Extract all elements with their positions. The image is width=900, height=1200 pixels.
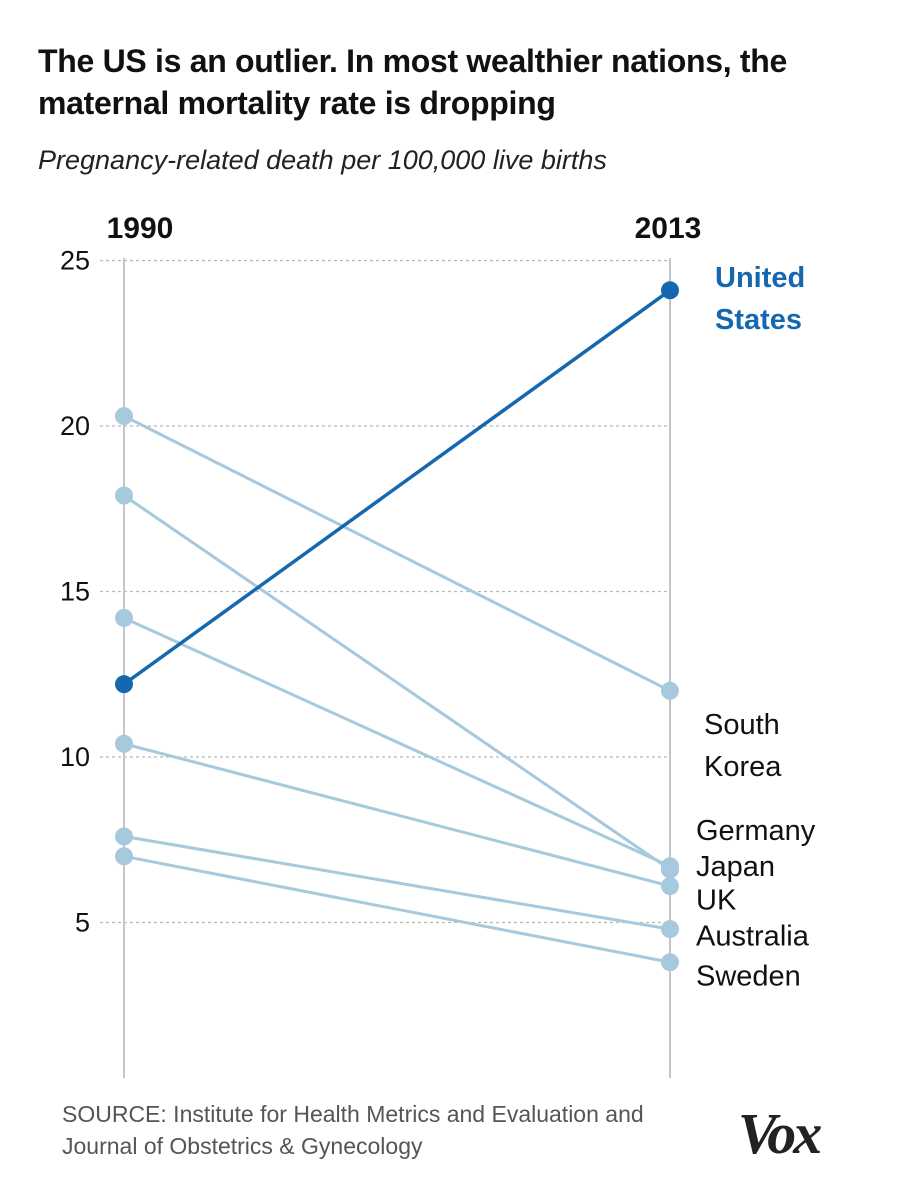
x-label-1990: 1990 xyxy=(107,212,174,245)
y-tick-label-20: 20 xyxy=(60,411,90,441)
series-line-sweden xyxy=(123,854,671,964)
source-note: SOURCE: Institute for Health Metrics and… xyxy=(62,1101,644,1159)
point-2013-uk xyxy=(661,877,679,896)
series-line-uk xyxy=(123,742,671,888)
series-label-germany-line-0: Germany xyxy=(696,815,816,847)
point-2013-south-korea xyxy=(661,681,679,700)
y-tick-label-5: 5 xyxy=(75,908,90,938)
series-label-united-states-line-1: States xyxy=(715,304,802,336)
point-1990-australia xyxy=(115,827,133,846)
point-2013-japan xyxy=(661,857,679,876)
point-1990-uk xyxy=(115,734,133,753)
series-line-south-korea xyxy=(123,414,671,693)
y-tick-label-25: 25 xyxy=(60,246,90,276)
point-1990-south-korea xyxy=(115,407,133,426)
point-2013-united-states xyxy=(661,281,679,300)
series-label-uk-line-0: UK xyxy=(696,884,737,916)
point-1990-japan xyxy=(115,608,133,627)
vox-logo: Vox xyxy=(738,1101,822,1166)
series-line-australia xyxy=(123,834,671,931)
y-tick-label-15: 15 xyxy=(60,577,90,607)
x-label-2013: 2013 xyxy=(635,212,702,245)
point-1990-germany xyxy=(115,486,133,505)
grid-layer xyxy=(100,259,670,924)
point-2013-sweden xyxy=(661,953,679,972)
series-label-south-korea-line-0: South xyxy=(704,709,780,741)
series-label-south-korea-line-1: Korea xyxy=(704,751,782,783)
point-1990-united-states xyxy=(115,675,133,694)
point-2013-australia xyxy=(661,920,679,939)
series-label-sweden-line-0: Sweden xyxy=(696,960,801,992)
series-label-united-states-line-0: United xyxy=(715,262,805,294)
series-lines xyxy=(122,288,672,964)
point-1990-sweden xyxy=(115,847,133,866)
series-points xyxy=(115,281,679,972)
series-line-united-states xyxy=(122,288,672,686)
y-tick-label-10: 10 xyxy=(60,742,90,772)
chart-title: The US is an outlier. In most wealthier … xyxy=(38,43,787,121)
series-line-germany xyxy=(123,494,671,871)
axis-layer: 5 10 15 20 25 1990 2013 xyxy=(60,212,701,1078)
series-label-japan-line-0: Japan xyxy=(696,851,775,883)
chart-subtitle: Pregnancy-related death per 100,000 live… xyxy=(38,145,607,175)
series-line-japan xyxy=(123,616,671,868)
series-label-australia-line-0: Australia xyxy=(696,921,810,953)
slope-chart: 5 10 15 20 25 1990 2013 United States South Korea… xyxy=(60,212,816,1078)
